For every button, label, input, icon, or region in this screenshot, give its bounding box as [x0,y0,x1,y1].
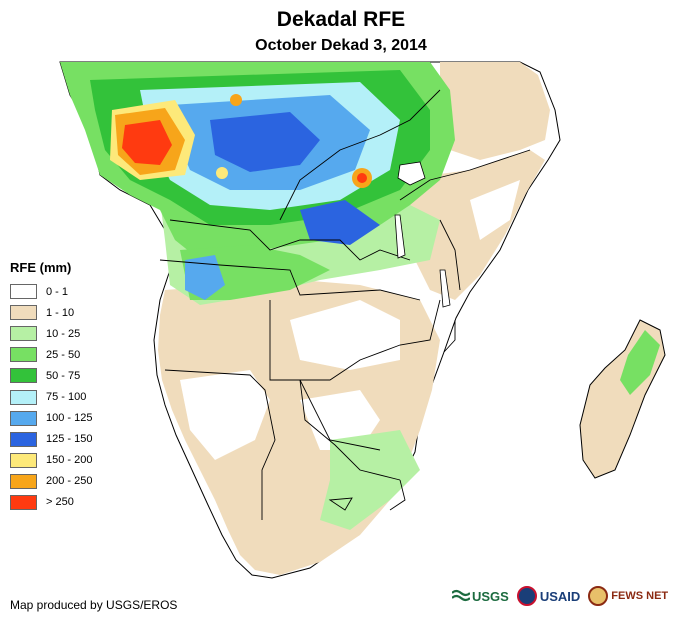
legend-label: 1 - 10 [46,306,75,319]
rain-hotspot-north [230,94,242,106]
legend-swatch [10,410,37,426]
legend-label: 100 - 125 [46,412,93,425]
legend-swatch [10,473,37,489]
legend-label: > 250 [46,496,74,509]
country-borders [159,89,531,520]
legend-item: 50 - 75 [10,365,92,386]
rain-125-150-a [210,112,320,172]
legend-swatch [10,494,37,510]
legend-swatch [10,452,37,468]
legend-swatch [10,326,37,342]
usaid-logo: USAID [516,586,581,606]
legend-label: 200 - 250 [46,475,93,488]
legend-swatch [10,368,37,384]
rain-125-150-b [300,200,380,245]
fews-net-text: FEWS NET [611,590,669,602]
lake-victoria [397,161,426,186]
legend-item: 100 - 125 [10,408,92,429]
legend-item: 125 - 150 [10,429,92,450]
legend-label: 150 - 200 [46,454,93,467]
logo-bar: USGS USAID FEWS NET [452,586,668,606]
legend-item: 25 - 50 [10,344,92,365]
legend-swatch [10,284,37,300]
legend-swatch [10,431,37,447]
rain-1-10-north [440,62,550,160]
rain-over-250 [122,120,172,165]
usgs-text: USGS [472,588,509,604]
usgs-waves-icon [452,589,470,602]
legend-item: 10 - 25 [10,323,92,344]
rain-hotspot-west [216,167,228,179]
legend-swatch [10,389,37,405]
rain-0-1-c [300,390,380,450]
legend-label: 0 - 1 [46,285,69,298]
lake-malawi [439,269,451,308]
legend-title: RFE (mm) [10,260,72,275]
rain-0-1-d [470,180,520,240]
rain-0-1-a [290,300,400,370]
legend-swatch [10,305,37,321]
legend: RFE (mm) 0 - 1 1 - 10 10 - 25 25 - 50 50 - 7… [10,260,92,513]
legend-item: 150 - 200 [10,450,92,471]
legend-item: 0 - 1 [10,281,92,302]
usaid-seal-icon [516,586,537,606]
legend-swatch [10,347,37,363]
fews-net-seal-icon [588,586,609,606]
legend-label: 10 - 25 [46,327,81,340]
legend-label: 75 - 100 [46,391,87,404]
map-subtitle: October Dekad 3, 2014 [255,37,427,54]
usgs-logo: USGS [452,589,509,604]
rain-100-125-south [185,255,225,300]
legend-label: 125 - 150 [46,433,93,446]
legend-item: 75 - 100 [10,386,92,407]
usaid-text: USAID [539,588,581,604]
map-credit: Map produced by USGS/EROS [10,598,178,612]
legend-item: > 250 [10,492,92,513]
legend-item: 200 - 250 [10,471,92,492]
map-title: Dekadal RFE [276,8,406,31]
legend-item: 1 - 10 [10,302,92,323]
madagascar-rain [620,330,660,395]
legend-label: 50 - 75 [46,369,81,382]
fews-net-logo: FEWS NET [588,586,668,606]
lake-tanganyika [394,214,406,259]
legend-label: 25 - 50 [46,348,81,361]
rain-hotspot-center-core [357,173,367,183]
rain-0-1-b [180,370,270,460]
